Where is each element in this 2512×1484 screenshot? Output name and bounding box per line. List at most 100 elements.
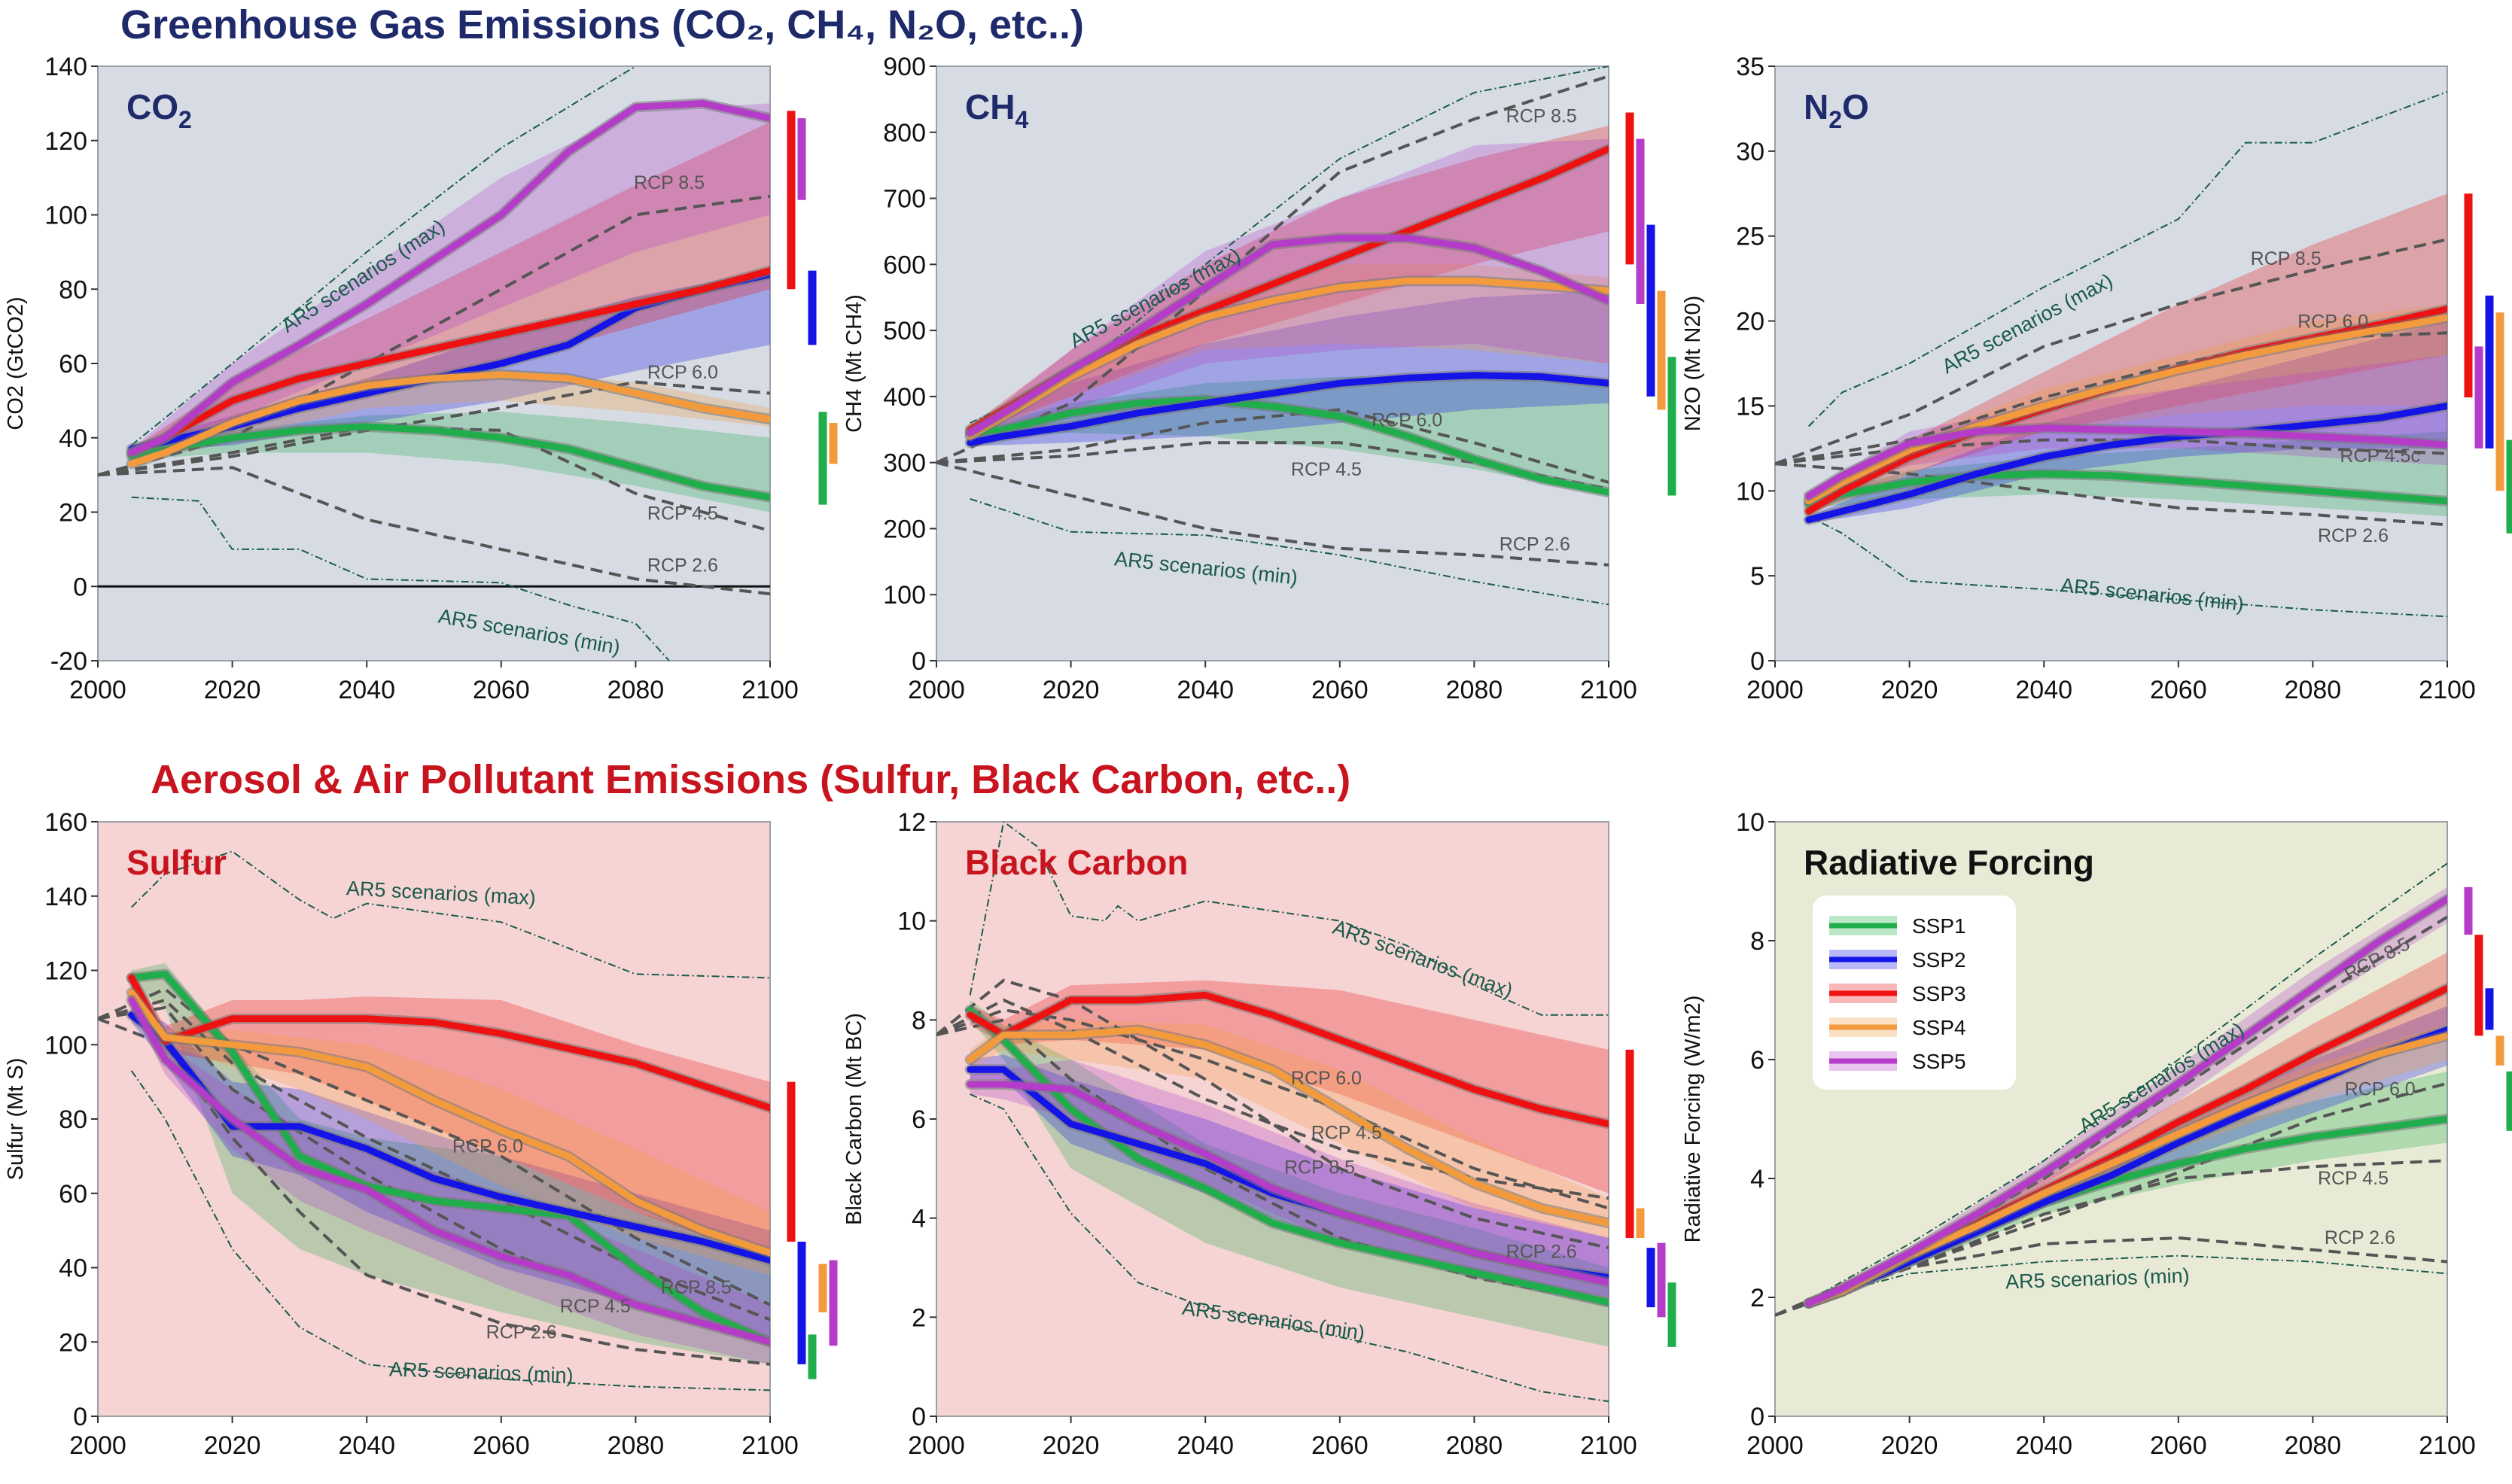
- ref-label-rcp-2-6: RCP 2.6: [647, 555, 718, 576]
- y-tick-label: 40: [59, 1254, 87, 1283]
- legend-label: SSP3: [1912, 982, 1966, 1005]
- y-tick-label: 5: [1750, 562, 1764, 591]
- ref-label-rcp-4-5: RCP 4.5: [1291, 459, 1362, 480]
- y-tick-label: 900: [883, 53, 926, 81]
- y-tick-label: 20: [59, 1328, 87, 1357]
- ref-label-rcp-4-5: RCP 4.5: [647, 503, 718, 524]
- x-tick-label: 2040: [1177, 676, 1234, 704]
- y-axis-label: CO2 (GtCO2): [4, 296, 28, 430]
- ref-label-rcp-2-6: RCP 2.6: [486, 1321, 557, 1343]
- ref-label-rcp-6-0: RCP 6.0: [647, 362, 718, 383]
- y-tick-label: 700: [883, 185, 926, 214]
- ref-line-ar5-scenarios-min: [130, 1070, 770, 1391]
- band-ssp4: [970, 1020, 1609, 1238]
- ghg-section-title: Greenhouse Gas Emissions (CO₂, CH₄, N₂O,…: [120, 2, 1085, 47]
- ref-line-rcp-6-0: [98, 987, 770, 1306]
- x-tick-label: 2060: [473, 676, 530, 704]
- plot-area: [936, 821, 1609, 1417]
- band-ssp1: [1808, 1071, 2447, 1306]
- y-tick-label: 40: [59, 424, 87, 453]
- series-line-ssp5: [967, 1081, 1609, 1286]
- y-tick-label: 10: [1736, 477, 1764, 506]
- x-tick-label: 2040: [2015, 676, 2072, 704]
- x-tick-label: 2000: [908, 676, 965, 704]
- y-tick-label: 25: [1736, 223, 1764, 251]
- y-tick-label: 6: [912, 1105, 926, 1134]
- y-tick-label: 100: [44, 1031, 87, 1060]
- series-line-ssp5: [128, 99, 770, 456]
- y-axis-label: Radiative Forcing (W/m2): [1681, 996, 1705, 1243]
- y-tick-label: 35: [1736, 53, 1764, 81]
- y-tick-label: 0: [1750, 647, 1764, 676]
- y-tick-label: 8: [1750, 927, 1764, 956]
- x-tick-label: 2000: [1746, 1431, 1804, 1460]
- panel-title: CO2: [126, 87, 192, 133]
- ref-label-rcp-8-5: RCP 8.5: [661, 1277, 732, 1298]
- y-axis-label: Black Carbon (Mt BC): [842, 1013, 866, 1225]
- panel-title: Black Carbon: [965, 843, 1189, 882]
- y-tick-label: -20: [50, 647, 87, 676]
- x-tick-label: 2020: [1043, 676, 1100, 704]
- ref-line-rcp-2-6: [936, 461, 1609, 567]
- y-tick-label: 400: [883, 383, 926, 412]
- x-tick-label: 2080: [2285, 676, 2342, 704]
- panel-title: Sulfur: [126, 843, 227, 882]
- band-ssp5: [131, 103, 770, 457]
- series-line-ssp5: [1805, 424, 2447, 500]
- ref-line-ar5-scenarios-max: [969, 822, 1609, 1016]
- series-line-ssp5: [1805, 896, 2447, 1307]
- ref-label-rcp-4-5: RCP 4.5: [2318, 1168, 2389, 1189]
- legend-label: SSP5: [1912, 1050, 1966, 1073]
- ref-label-rcp-6-0: RCP 6.0: [2297, 312, 2368, 333]
- y-tick-label: 8: [912, 1006, 926, 1035]
- y-axis-label: Sulfur (Mt S): [4, 1058, 28, 1181]
- x-tick-label: 2020: [1881, 1431, 1938, 1460]
- ref-line-ar5-scenarios-min: [1808, 1254, 2447, 1301]
- legend: SSP1 SSP2 SSP3 SSP4 SSP5: [1813, 896, 2016, 1090]
- x-tick-label: 2100: [1580, 676, 1637, 704]
- y-tick-label: 140: [44, 883, 87, 911]
- x-tick-label: 2080: [607, 1431, 665, 1460]
- series-line-ssp3: [967, 991, 1609, 1128]
- ref-label-rcp-4-5: RCP 4.5: [1311, 1122, 1382, 1143]
- ref-label-rcp-8-5: RCP 8.5: [634, 172, 705, 193]
- band-ssp5: [1808, 886, 2447, 1306]
- series-line-ssp1: [1805, 470, 2447, 508]
- band-ssp1: [131, 412, 770, 512]
- y-tick-label: 140: [44, 53, 87, 81]
- x-tick-label: 2020: [204, 1431, 261, 1460]
- x-tick-label: 2000: [69, 1431, 126, 1460]
- band-ssp1: [131, 962, 770, 1364]
- y-axis-label: CH4 (Mt CH4): [842, 294, 866, 433]
- ref-label-rcp-6-0: RCP 6.0: [1291, 1068, 1362, 1089]
- x-tick-label: 2020: [1043, 1431, 1100, 1460]
- y-tick-label: 4: [912, 1205, 926, 1233]
- ref-line-ar5-scenarios-min: [1808, 515, 2447, 618]
- aerosol-section-title: Aerosol & Air Pollutant Emissions (Sulfu…: [151, 757, 1351, 802]
- panel-title: N2O: [1804, 87, 1869, 133]
- ref-line-rcp-2-6: [98, 466, 770, 596]
- band-ssp4: [131, 370, 770, 468]
- ref-line-ar5-scenarios-max: [130, 850, 770, 979]
- series-line-ssp1: [967, 396, 1609, 496]
- series-line-ssp5: [967, 234, 1609, 436]
- series-line-ssp5: [128, 996, 770, 1346]
- panel-title: CH4: [965, 87, 1028, 133]
- ref-line-rcp-6-0: [936, 408, 1609, 484]
- x-tick-label: 2080: [1446, 1431, 1503, 1460]
- legend-box: [1813, 896, 2016, 1090]
- band-ssp1: [970, 1000, 1609, 1347]
- x-tick-label: 2100: [2419, 1431, 2476, 1460]
- series-line-ssp3: [128, 267, 770, 456]
- ref-label-rcp-8-5: RCP 8.5: [1284, 1157, 1355, 1178]
- ref-label-rcp-4-5: RCP 4.5: [560, 1296, 631, 1317]
- x-tick-label: 2060: [2150, 1431, 2207, 1460]
